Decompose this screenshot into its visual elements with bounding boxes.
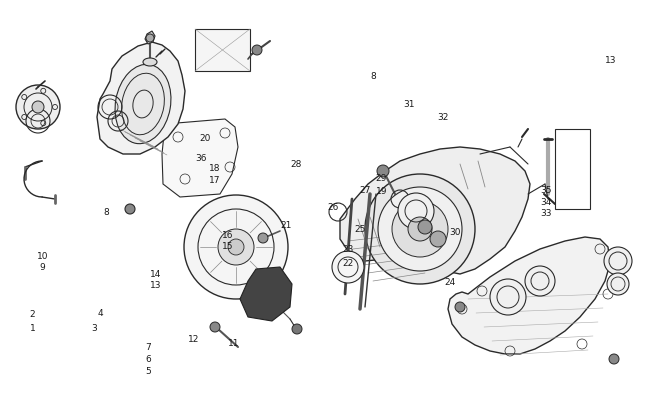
Text: 34: 34 [540,197,552,206]
Circle shape [392,202,448,257]
Text: 32: 32 [437,113,449,122]
Polygon shape [240,267,292,321]
Circle shape [332,252,364,284]
Text: 11: 11 [228,338,240,347]
Text: 36: 36 [196,153,207,162]
Text: 8: 8 [103,207,109,216]
Text: 35: 35 [540,185,552,194]
Text: 6: 6 [146,354,151,363]
Circle shape [455,302,465,312]
Text: 4: 4 [98,308,103,317]
Text: 30: 30 [449,227,461,236]
Polygon shape [340,148,530,274]
Circle shape [365,175,475,284]
Circle shape [184,196,288,299]
Text: 12: 12 [188,335,200,343]
Circle shape [32,102,44,114]
Circle shape [607,273,629,295]
Text: 13: 13 [605,55,617,64]
Text: 2: 2 [30,309,35,318]
Polygon shape [162,120,238,198]
Circle shape [604,247,632,275]
Ellipse shape [143,59,157,67]
Text: 17: 17 [209,176,220,185]
Text: 27: 27 [359,185,371,194]
Circle shape [258,233,268,243]
Text: 8: 8 [370,72,376,81]
Polygon shape [97,43,185,155]
Circle shape [292,324,302,334]
Text: 10: 10 [36,252,48,260]
Ellipse shape [115,65,171,144]
Text: 31: 31 [404,100,415,109]
Circle shape [125,205,135,215]
Circle shape [430,231,446,247]
Text: 3: 3 [92,324,97,333]
Circle shape [146,35,154,43]
Text: 24: 24 [444,277,456,286]
Circle shape [228,239,244,256]
Text: 19: 19 [376,187,388,196]
Text: 23: 23 [342,245,354,254]
Text: 16: 16 [222,230,233,239]
Circle shape [252,46,262,56]
Bar [195,30,250,72]
Circle shape [378,188,462,271]
Polygon shape [448,237,610,354]
Text: 33: 33 [540,209,552,218]
Text: 5: 5 [146,366,151,375]
Circle shape [398,194,434,230]
Text: 28: 28 [290,160,302,168]
Circle shape [377,166,389,177]
Text: 13: 13 [150,281,162,290]
Text: 25: 25 [354,225,366,234]
Circle shape [525,266,555,296]
Text: 1: 1 [30,324,35,333]
Text: 20: 20 [199,133,211,142]
Polygon shape [145,32,155,45]
Circle shape [418,220,432,234]
Circle shape [490,279,526,315]
Circle shape [16,86,60,130]
Circle shape [408,217,432,241]
Circle shape [210,322,220,332]
Text: 29: 29 [375,174,387,183]
Circle shape [218,230,254,265]
Text: 7: 7 [146,342,151,351]
Text: 18: 18 [209,164,220,173]
Text: 26: 26 [327,202,339,211]
Text: 14: 14 [150,269,162,278]
Bar [555,130,590,209]
Text: 9: 9 [40,263,45,272]
Circle shape [609,354,619,364]
Text: 22: 22 [342,258,354,267]
Text: 15: 15 [222,242,233,251]
Text: 21: 21 [280,220,292,229]
